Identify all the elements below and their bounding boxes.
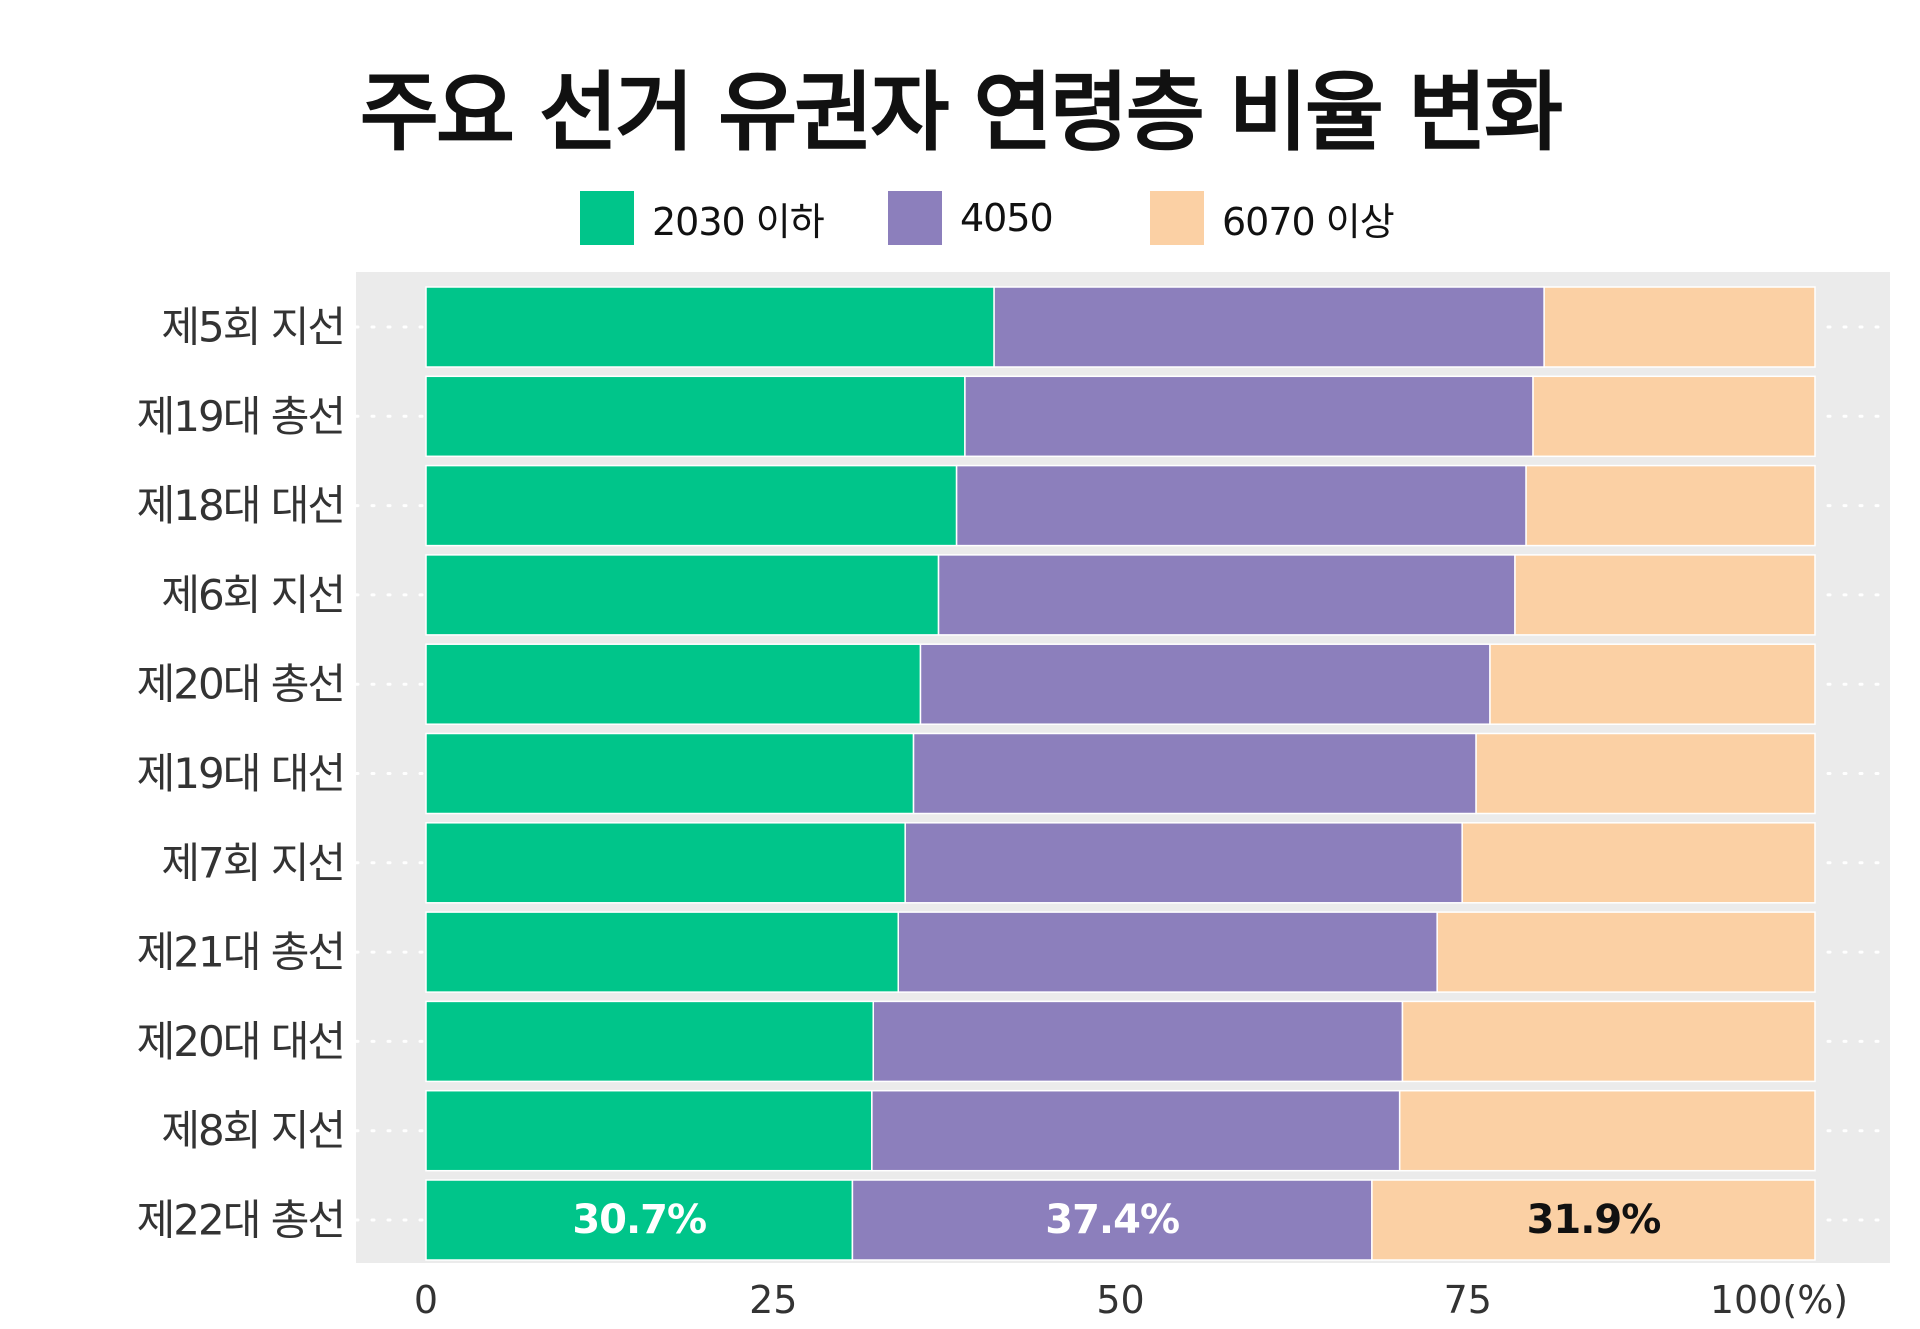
- category-label: 제18대 대선: [137, 481, 344, 530]
- bar-segment: [1398, 1089, 1816, 1172]
- legend-swatch-2030: [580, 191, 634, 245]
- bar-segment: [937, 554, 1516, 636]
- chart-legend: 2030 이하 4050 6070 이상: [0, 190, 1920, 246]
- bar-segment: [904, 822, 1463, 904]
- bar-segment: [1525, 464, 1816, 547]
- x-tick-label: 25: [749, 1278, 797, 1322]
- bar-segment: [897, 911, 1438, 993]
- category-label: 제7회 지선: [161, 838, 344, 887]
- x-tick-label: 100(%): [1710, 1278, 1848, 1322]
- legend-item-6070: 6070 이상: [1150, 190, 1395, 246]
- legend-item-4050: 4050: [888, 190, 1054, 246]
- category-label: 제8회 지선: [161, 1106, 344, 1155]
- legend-item-2030: 2030 이하: [580, 190, 825, 246]
- category-label: 제21대 총선: [137, 928, 344, 977]
- bar-segment: [851, 1179, 1373, 1261]
- bar-segment: [1489, 643, 1816, 725]
- bar-segment: [1532, 375, 1816, 458]
- category-label: 제22대 총선: [137, 1196, 344, 1245]
- category-label: 제19대 대선: [137, 749, 344, 798]
- bar-segment: [425, 375, 966, 458]
- bar-segment: [425, 732, 915, 815]
- legend-label-6070: 6070 이상: [1222, 199, 1395, 244]
- legend-label-4050: 4050: [960, 196, 1054, 240]
- bar-segment: [964, 375, 1534, 458]
- bar-segment: [425, 1000, 875, 1083]
- bar-segment: [425, 1179, 854, 1261]
- bar-segment: [425, 464, 958, 547]
- bar-segment: [1475, 732, 1816, 815]
- legend-swatch-4050: [888, 191, 942, 245]
- category-label: 제19대 총선: [137, 392, 344, 441]
- bar-segment: [993, 286, 1545, 368]
- bar-segment: [1371, 1179, 1816, 1261]
- bar-segment: [425, 911, 900, 993]
- bar-segment: [1543, 286, 1816, 368]
- category-label: 제5회 지선: [161, 303, 344, 352]
- bar-segment: [955, 464, 1527, 547]
- bar-segment: [1514, 554, 1816, 636]
- bar-segment: [425, 822, 906, 904]
- bar-segment: [872, 1000, 1404, 1083]
- data-label: 31.9%: [1527, 1197, 1661, 1243]
- bar-segment: [1401, 1000, 1816, 1083]
- x-tick-label: 75: [1444, 1278, 1492, 1322]
- bar-segment: [871, 1089, 1401, 1172]
- bar-segment: [425, 1089, 873, 1172]
- category-label: 제20대 총선: [137, 660, 344, 709]
- bar-segment: [425, 286, 995, 368]
- bar-segment: [425, 643, 922, 725]
- category-label: 제6회 지선: [161, 570, 344, 619]
- data-label: 30.7%: [572, 1197, 706, 1243]
- x-tick-label: 50: [1096, 1278, 1144, 1322]
- category-label: 제20대 대선: [137, 1017, 344, 1066]
- bar-segment: [425, 554, 940, 636]
- bar-segment: [1436, 911, 1816, 993]
- bar-segment: [912, 732, 1477, 815]
- chart-title: 주요 선거 유권자 연령층 비율 변화: [359, 63, 1563, 163]
- legend-swatch-6070: [1150, 191, 1204, 245]
- data-label: 37.4%: [1045, 1197, 1179, 1243]
- legend-label-2030: 2030 이하: [652, 199, 825, 244]
- bar-segment: [919, 643, 1491, 725]
- bar-segment: [1461, 822, 1816, 904]
- x-tick-label: 0: [414, 1278, 438, 1322]
